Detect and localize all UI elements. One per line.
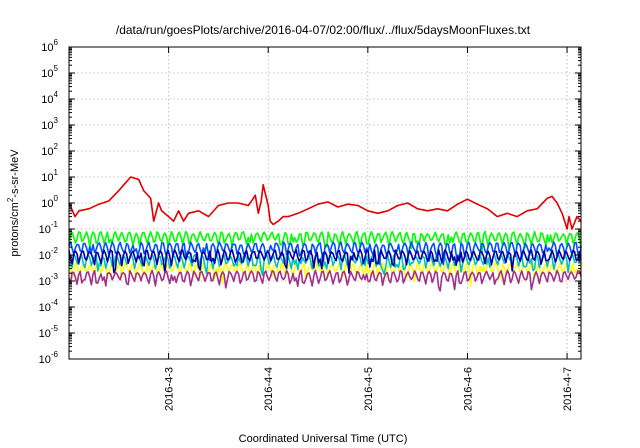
y-axis-label: protons/cm2-s-sr-MeV: [6, 149, 21, 257]
series-line-6: [68, 269, 582, 292]
y-tick-label: 103: [41, 116, 58, 132]
y-tick-label: 10-6: [39, 350, 59, 366]
x-axis: 2016-4-3 2016-4-4 2016-4-5 2016-4-6 2016-4-7: [164, 47, 574, 411]
x-tick-label: 2016-4-5: [363, 367, 375, 411]
x-tick-label: 2016-4-4: [263, 367, 275, 411]
x-tick-label: 2016-4-3: [164, 367, 176, 411]
y-tick-label: 10-5: [39, 324, 59, 340]
y-tick-label: 10-1: [39, 220, 59, 236]
y-tick-label: 100: [41, 194, 58, 210]
y-tick-label: 10-4: [39, 298, 59, 314]
x-axis-label: Coordinated Universal Time (UTC): [239, 433, 408, 445]
series-line-4: [68, 241, 582, 266]
y-tick-label: 106: [41, 38, 58, 54]
y-tick-label: 101: [41, 168, 58, 184]
x-tick-label: 2016-4-7: [562, 367, 574, 411]
series-line-0: [68, 176, 582, 230]
x-tick-label: 2016-4-6: [462, 367, 474, 411]
chart-title: /data/run/goesPlots/archive/2016-04-07/0…: [116, 23, 531, 37]
y-tick-label: 10-3: [39, 272, 59, 288]
y-tick-label: 10-2: [39, 246, 59, 262]
series-line-2: [68, 253, 582, 277]
series-line-5: [68, 248, 582, 274]
y-axis: 10-6 10-5 10-4 10-3 10-2 10-1 100 101 102 103 104 1…: [39, 38, 581, 366]
series-layer: [68, 176, 582, 292]
y-tick-label: 105: [41, 64, 58, 80]
y-tick-label: 104: [41, 90, 58, 106]
y-tick-label: 102: [41, 142, 58, 158]
